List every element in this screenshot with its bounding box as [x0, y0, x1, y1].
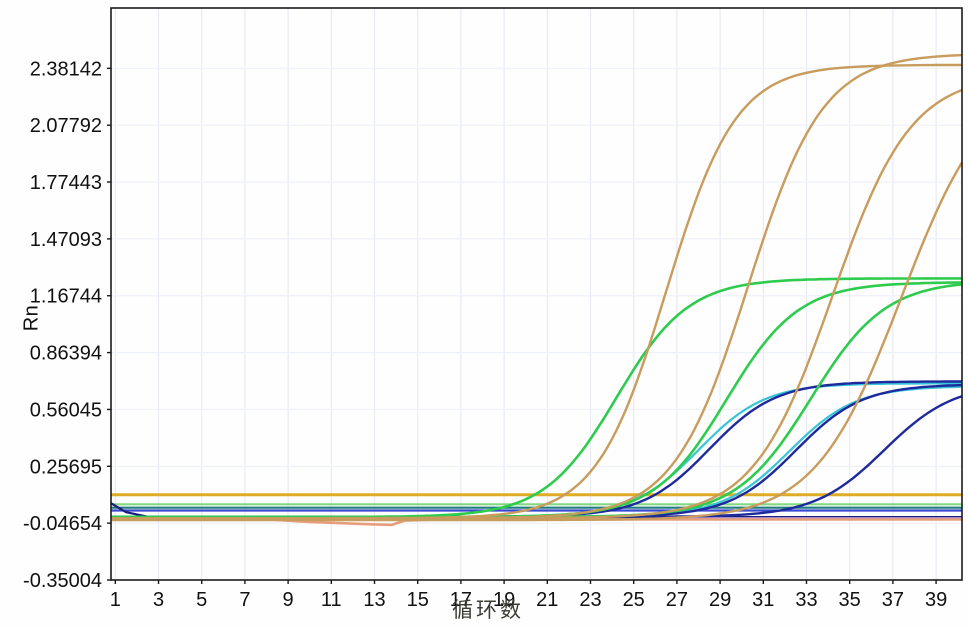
x-tick-label: 37 [882, 589, 904, 611]
y-tick-label: 1.16744 [30, 286, 102, 308]
x-tick-label: 17 [450, 589, 472, 611]
series-amp-blue-3 [111, 395, 962, 519]
x-tick-label: 21 [536, 589, 558, 611]
series-amp-teal-2 [111, 385, 962, 518]
x-tick-label: 13 [363, 589, 385, 611]
y-tick-label: 1.47093 [30, 229, 102, 251]
series-amp-green-1 [111, 277, 962, 519]
x-tick-label: 35 [839, 589, 861, 611]
y-axis-title: Rn [20, 304, 43, 332]
y-tick-label: -0.35004 [23, 570, 102, 592]
x-axis-title: 循环数 [452, 599, 524, 622]
x-tick-label: 3 [153, 589, 164, 611]
y-tick-label: -0.04654 [23, 513, 102, 535]
y-tick-label: 0.86394 [30, 343, 102, 365]
series-amp-green-2 [111, 281, 962, 519]
y-tick-label: 0.25695 [30, 456, 102, 478]
series-amp-blue-2 [111, 383, 962, 519]
y-tick-label: 2.07792 [30, 115, 102, 137]
x-tick-label: 5 [196, 589, 207, 611]
y-tick-label: 0.56045 [30, 399, 102, 421]
x-tick-label: 1 [110, 589, 121, 611]
series-amp-blue-1 [111, 380, 962, 519]
y-tick-label: 1.77443 [30, 172, 102, 194]
series-amp-orange-3 [111, 88, 962, 520]
x-tick-label: 27 [666, 589, 688, 611]
x-tick-label: 7 [239, 589, 250, 611]
x-tick-label: 15 [407, 589, 429, 611]
plot-frame [110, 7, 963, 581]
x-tick-label: 11 [321, 589, 342, 611]
x-tick-label: 25 [623, 589, 645, 611]
x-tick-label: 23 [579, 589, 601, 611]
series-amp-green-3 [111, 283, 962, 519]
series-amp-orange-4 [111, 161, 962, 522]
x-tick-label: 9 [283, 589, 294, 611]
series-amp-teal-1 [111, 382, 962, 518]
x-tick-label: 39 [925, 589, 947, 611]
x-tick-label: 31 [752, 589, 774, 611]
y-tick-label: 2.38142 [30, 58, 102, 80]
x-tick-label: 29 [709, 589, 731, 611]
x-tick-label: 33 [795, 589, 817, 611]
x-tick-label: 19 [493, 589, 515, 611]
series-amp-orange-2 [111, 53, 962, 520]
